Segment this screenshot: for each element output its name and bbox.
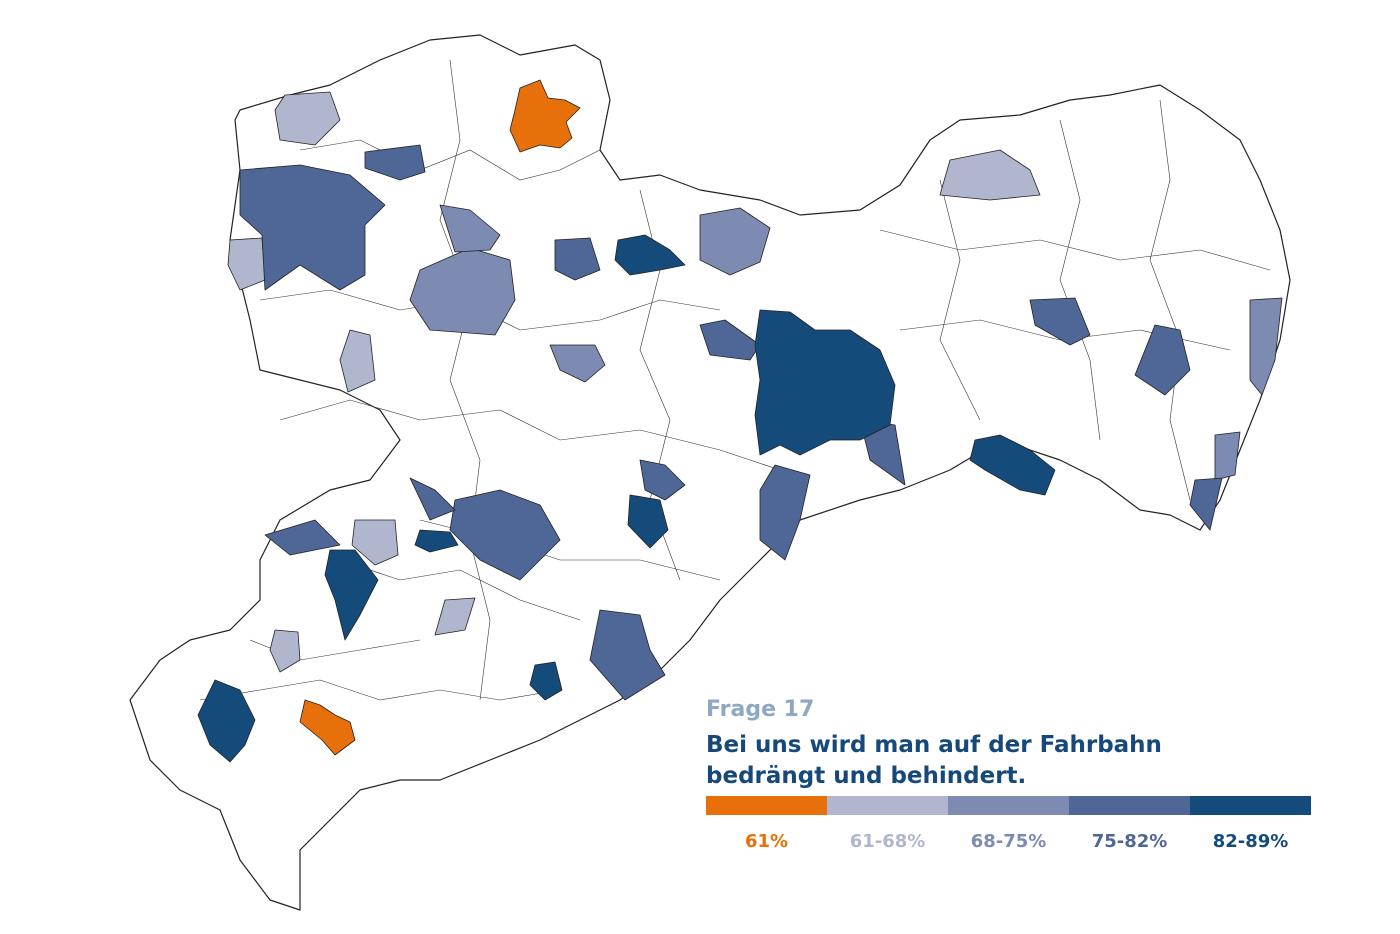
district (1189, 477, 1223, 531)
legend-swatch (1069, 796, 1190, 815)
district (449, 489, 561, 581)
state-outline (129, 34, 1291, 911)
district (439, 204, 501, 253)
legend-swatch (948, 796, 1069, 815)
district (554, 237, 601, 281)
district (699, 207, 771, 276)
district (414, 529, 459, 553)
district (529, 661, 563, 701)
district (434, 597, 476, 636)
district (754, 309, 896, 456)
legend-label: 68-75% (971, 831, 1047, 852)
legend: 61% 61-68% 68-75% 75-82% 82-89% (706, 796, 1311, 852)
district (589, 609, 666, 701)
district (699, 319, 761, 361)
district (1134, 324, 1191, 396)
district (239, 164, 386, 291)
district (1249, 297, 1283, 396)
district (639, 459, 686, 501)
district (509, 79, 581, 153)
statement-line: Bei uns wird man auf der Fahrbahn (706, 732, 1162, 758)
district (197, 679, 256, 763)
district (299, 699, 356, 756)
district (759, 464, 811, 561)
legend-label: 61% (745, 831, 788, 852)
district (1029, 297, 1091, 346)
district (614, 234, 686, 276)
legend-label: 82-89% (1213, 831, 1289, 852)
district (324, 549, 379, 641)
statement-line: bedrängt und behindert. (706, 763, 1026, 789)
district (351, 519, 399, 566)
district (269, 629, 301, 673)
districts (197, 79, 1283, 763)
question-number: Frage 17 (706, 697, 814, 722)
legend-label: 61-68% (850, 831, 926, 852)
district (264, 519, 341, 556)
district (409, 477, 456, 521)
district (549, 344, 606, 383)
legend-swatch (706, 796, 827, 815)
district (969, 434, 1056, 496)
district (274, 91, 341, 146)
district (627, 494, 669, 549)
legend-label: 75-82% (1092, 831, 1168, 852)
district (364, 144, 426, 181)
district (339, 329, 376, 393)
legend-swatch (1190, 796, 1311, 815)
district (227, 237, 266, 291)
district (939, 149, 1041, 201)
district (1214, 431, 1241, 481)
legend-swatch (827, 796, 948, 815)
